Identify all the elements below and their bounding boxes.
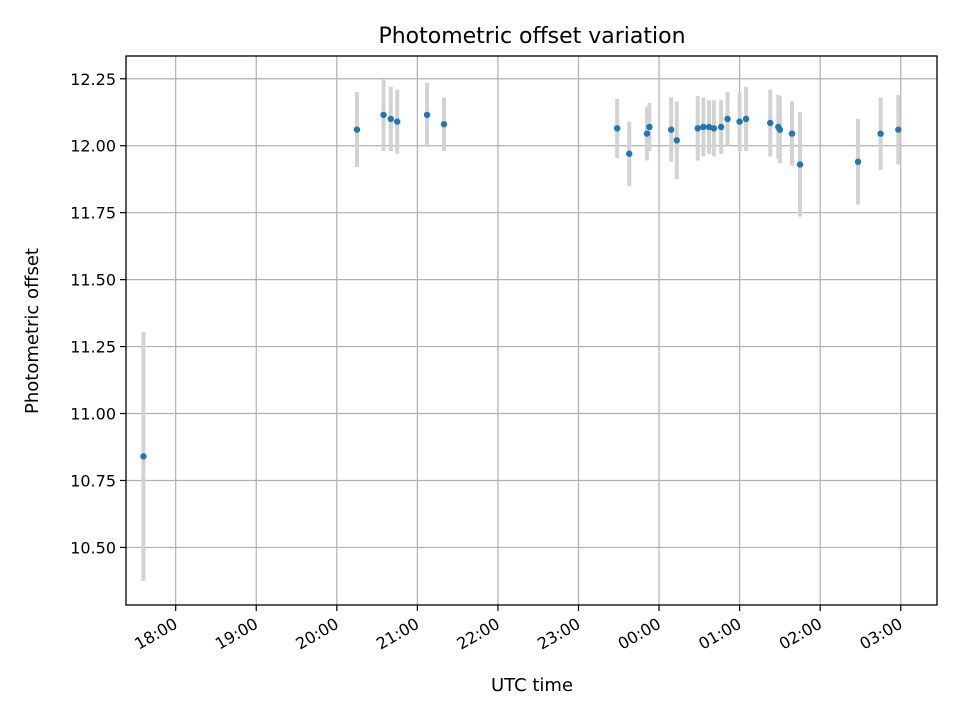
data-point (394, 118, 401, 125)
data-point (423, 111, 431, 119)
x-axis-label: UTC time (491, 675, 573, 696)
x-tick-label: 21:00 (373, 614, 422, 654)
y-tick-label: 12.25 (70, 70, 116, 89)
y-tick-label: 11.50 (70, 271, 116, 290)
data-point (717, 123, 725, 131)
y-axis-label: Photometric offset (22, 248, 43, 414)
x-tick-label: 00:00 (615, 614, 664, 654)
data-point (776, 126, 784, 133)
data-point (710, 125, 718, 132)
y-tick-label: 11.75 (70, 204, 116, 223)
data-point (613, 125, 621, 132)
x-tick-label: 20:00 (292, 614, 341, 654)
x-tick-label: 19:00 (212, 614, 261, 654)
data-point (387, 115, 394, 123)
data-points (140, 111, 902, 460)
data-point (353, 126, 361, 133)
data-point (742, 115, 750, 123)
data-point (705, 123, 713, 131)
data-point (854, 158, 862, 165)
y-tick-label: 12.00 (70, 137, 116, 156)
data-point (646, 123, 653, 131)
data-point (895, 126, 902, 133)
data-point (140, 453, 147, 460)
data-point (643, 130, 651, 137)
y-tick-label: 10.50 (70, 538, 116, 557)
data-point (796, 161, 804, 168)
data-point (724, 115, 731, 123)
data-point (877, 130, 884, 137)
data-point (380, 111, 387, 119)
x-axis-ticks: 18:00 19:00 20:00 21:00 22:00 23:00 00:00 01:00… (131, 605, 906, 654)
x-tick-label: 03:00 (856, 614, 905, 654)
grid (126, 56, 937, 605)
plot-frame (125, 55, 938, 606)
data-point (788, 130, 796, 137)
data-point (694, 125, 701, 132)
data-point (626, 150, 633, 157)
y-axis-ticks: 10.50 10.75 11.00 11.25 11.50 11.75 12.00 12.25 (70, 70, 126, 557)
data-point (700, 123, 707, 131)
x-tick-label: 23:00 (534, 614, 583, 654)
chart-title: Photometric offset variation (378, 24, 685, 49)
y-tick-label: 11.25 (70, 338, 116, 357)
x-tick-label: 18:00 (131, 614, 180, 654)
x-tick-label: 22:00 (454, 614, 503, 654)
x-tick-label: 01:00 (695, 614, 744, 654)
data-point (440, 121, 448, 128)
y-tick-label: 10.75 (70, 471, 116, 490)
data-point (667, 126, 675, 133)
y-tick-label: 11.00 (70, 405, 116, 424)
data-point (767, 119, 774, 127)
data-point (673, 137, 680, 144)
x-tick-label: 02:00 (776, 614, 825, 654)
data-point (736, 118, 743, 125)
